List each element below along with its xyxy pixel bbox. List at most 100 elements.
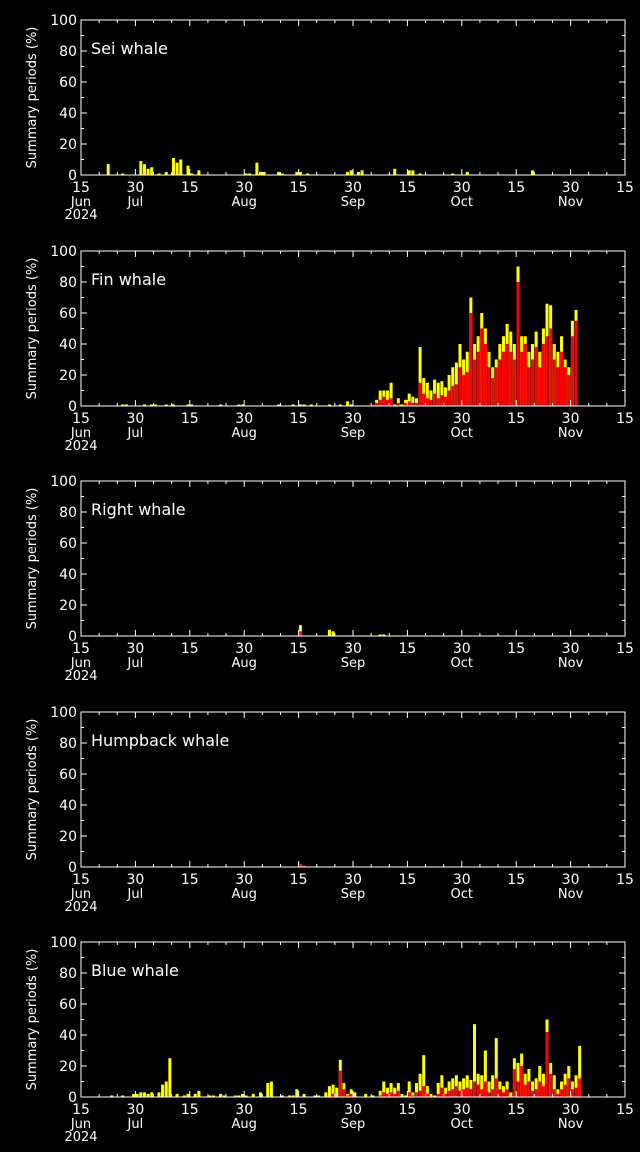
- y-tick-label: 60: [59, 306, 77, 322]
- bar-red-48: [469, 313, 473, 406]
- bar-total-85: [516, 1062, 520, 1097]
- bar-red-24: [382, 396, 386, 406]
- bar-total-50: [389, 1083, 393, 1097]
- bar-red-57: [501, 351, 506, 406]
- bar-total-1: [121, 1095, 125, 1097]
- x-month-label: Aug: [232, 426, 257, 441]
- bar-total-18: [338, 404, 342, 406]
- x-tick-label: 30: [453, 641, 471, 657]
- bar-red-68: [541, 344, 545, 406]
- bar-total-13: [291, 404, 295, 406]
- y-axis-label: Summary periods (%): [25, 949, 40, 1091]
- bar-red-0: [298, 631, 302, 636]
- bar-red-33: [414, 402, 418, 406]
- bar-total-39: [436, 382, 440, 406]
- bar-total-75: [480, 1075, 484, 1097]
- bar-total-78: [491, 1075, 495, 1097]
- bar-total-0: [110, 1095, 114, 1097]
- y-tick-label: 100: [50, 705, 77, 721]
- bar-total-2: [139, 161, 143, 175]
- bar-total-76: [483, 1050, 487, 1097]
- bar-total-36: [324, 1092, 328, 1097]
- bar-total-69: [458, 1081, 462, 1097]
- bar-total-73: [472, 1024, 477, 1097]
- x-month-label: Nov: [558, 195, 584, 210]
- bar-red-56: [498, 359, 502, 406]
- y-tick-label: 20: [59, 137, 77, 153]
- bar-red-92: [541, 1086, 545, 1097]
- x-month-label: Jul: [127, 195, 144, 210]
- bar-red-95: [552, 1089, 556, 1097]
- bar-total-34: [313, 1095, 317, 1097]
- bar-red-73: [560, 351, 564, 406]
- bar-total-10: [179, 159, 183, 175]
- bar-red-52: [483, 344, 487, 406]
- bar-red-91: [538, 1081, 542, 1097]
- bar-red-25: [385, 399, 389, 406]
- bar-total-15: [302, 404, 306, 406]
- bar-total-4: [139, 1092, 143, 1097]
- bar-red-50: [476, 351, 480, 406]
- bar-total-2: [132, 1093, 136, 1097]
- x-month-label: Jun: [70, 656, 91, 671]
- bar-total-64: [440, 1075, 444, 1097]
- x-tick-label: 15: [616, 641, 634, 657]
- bar-total-20: [280, 173, 284, 175]
- x-month-label: Oct: [451, 887, 473, 902]
- bar-red-65: [531, 359, 535, 406]
- bar-red-46: [462, 375, 466, 406]
- bar-red-98: [563, 1084, 567, 1097]
- bar-total-33: [302, 1093, 306, 1097]
- bar-total-12: [190, 173, 194, 175]
- bar-total-16: [197, 1090, 201, 1097]
- bar-total-35: [317, 1095, 321, 1097]
- y-tick-label: 0: [68, 1090, 77, 1106]
- bar-total-101: [574, 1075, 578, 1097]
- chart-title: Right whale: [91, 500, 186, 519]
- x-tick-label: 15: [398, 872, 416, 888]
- x-tick-label: 30: [344, 641, 362, 657]
- bar-total-59: [422, 1055, 426, 1097]
- bar-total-23: [306, 173, 310, 175]
- y-tick-label: 40: [59, 1028, 77, 1044]
- chart-title: Sei whale: [91, 39, 168, 58]
- x-year-label: 2024: [64, 439, 97, 454]
- bar-red-86: [520, 1066, 524, 1097]
- bar-total-18: [262, 171, 266, 175]
- x-month-label: Nov: [558, 656, 584, 671]
- x-month-label: Jul: [127, 656, 144, 671]
- x-tick-label: 15: [398, 641, 416, 657]
- y-tick-label: 100: [50, 935, 77, 951]
- bar-red-77: [487, 1092, 491, 1097]
- bar-total-10: [164, 1081, 168, 1097]
- bar-red-81: [501, 1092, 506, 1097]
- y-tick-label: 100: [50, 13, 77, 29]
- bar-red-38: [331, 1093, 335, 1097]
- bar-red-71: [552, 359, 556, 406]
- bar-total-63: [436, 1083, 440, 1097]
- x-month-label: Jun: [70, 887, 91, 902]
- x-tick-label: 15: [72, 180, 90, 196]
- bar-total-7: [150, 1092, 154, 1097]
- bar-red-40: [338, 1070, 342, 1097]
- bar-red-96: [556, 1093, 560, 1097]
- x-tick-label: 30: [344, 872, 362, 888]
- x-tick-label: 30: [344, 411, 362, 427]
- x-month-label: Jun: [70, 1117, 91, 1132]
- bar-total-8: [190, 404, 194, 406]
- bar-total-6: [157, 173, 161, 175]
- x-tick-label: 15: [290, 411, 308, 427]
- bar-total-17: [259, 171, 263, 175]
- bar-total-45: [364, 1093, 368, 1097]
- x-tick-label: 30: [126, 1102, 144, 1118]
- bar-red-43: [349, 1093, 353, 1097]
- bar-red-73: [472, 1081, 477, 1097]
- bar-total-26: [389, 382, 393, 406]
- bar-total-4: [382, 634, 386, 636]
- x-tick-label: 15: [181, 1102, 199, 1118]
- bar-red-48: [382, 1092, 386, 1097]
- bar-total-96: [556, 1089, 560, 1097]
- x-tick-label: 30: [562, 1102, 580, 1118]
- bar-total-71: [465, 1075, 469, 1097]
